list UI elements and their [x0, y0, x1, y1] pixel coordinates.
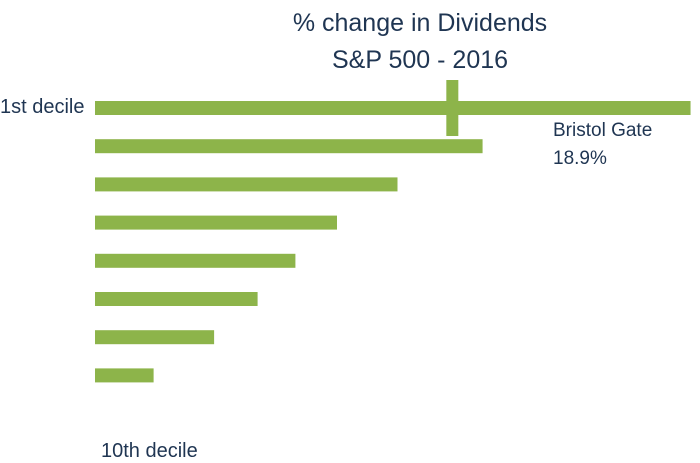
bristol-gate-marker	[446, 80, 459, 136]
chart-subtitle: S&P 500 - 2016	[331, 46, 509, 74]
bar-6	[95, 292, 258, 306]
marker-name-label: Bristol Gate	[553, 120, 653, 141]
bar-3	[95, 177, 398, 192]
chart-container: % change in Dividends S&P 500 - 2016 1st…	[0, 9, 691, 462]
marker-value-label: 18.9%	[553, 148, 607, 169]
chart-title: % change in Dividends	[292, 9, 548, 37]
category-label-1: 1st decile	[0, 96, 85, 118]
bar-8	[95, 368, 154, 383]
bar-plot	[95, 80, 691, 383]
bar-2	[95, 139, 483, 154]
bar-5	[95, 253, 296, 268]
bar-7	[95, 330, 215, 345]
category-label-10: 10th decile	[101, 439, 198, 462]
bar-1	[95, 101, 691, 115]
bar-4	[95, 215, 337, 230]
